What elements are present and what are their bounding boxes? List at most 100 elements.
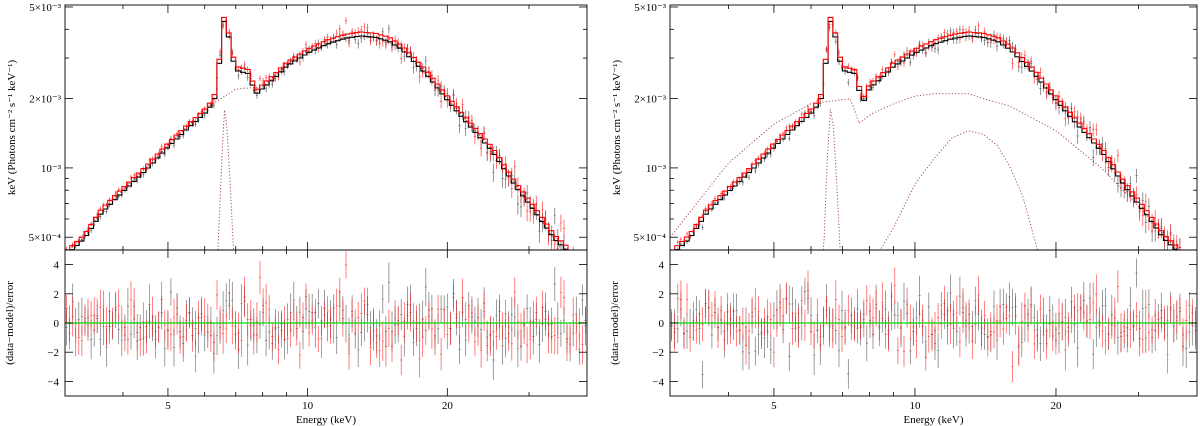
residual-point bbox=[486, 329, 489, 362]
residual-y-tick-label: −2 bbox=[47, 347, 59, 359]
data-point bbox=[1011, 58, 1014, 70]
residual-point bbox=[225, 313, 228, 344]
residual-point bbox=[550, 319, 553, 354]
data-point bbox=[1178, 237, 1181, 250]
residual-point bbox=[946, 292, 949, 330]
residual-point bbox=[584, 307, 587, 334]
residual-y-tick-label: −2 bbox=[652, 347, 664, 359]
residual-point bbox=[872, 298, 875, 338]
residual-point bbox=[729, 306, 732, 344]
residual-point bbox=[859, 312, 862, 340]
data-point bbox=[326, 40, 329, 49]
residual-point bbox=[581, 324, 584, 365]
residual-point bbox=[741, 307, 744, 341]
residual-point bbox=[896, 337, 899, 365]
data-point bbox=[65, 246, 68, 250]
residual-point bbox=[1101, 314, 1104, 348]
residual-point bbox=[971, 324, 974, 359]
residual-point bbox=[1039, 294, 1042, 323]
data-point bbox=[1160, 219, 1163, 239]
residual-point bbox=[850, 311, 853, 340]
residual-point bbox=[813, 321, 816, 349]
data-point bbox=[575, 266, 577, 290]
residual-point bbox=[209, 319, 212, 352]
data-point bbox=[1144, 193, 1147, 210]
residual-point bbox=[123, 318, 126, 352]
data-point bbox=[748, 174, 751, 181]
data-point bbox=[133, 172, 136, 178]
residual-point bbox=[1036, 320, 1039, 352]
residual-point bbox=[751, 297, 754, 328]
data-point bbox=[437, 84, 440, 97]
residual-point bbox=[903, 282, 906, 321]
data-point bbox=[584, 271, 586, 294]
data-point bbox=[1092, 149, 1095, 167]
data-point bbox=[1064, 112, 1067, 126]
data-point bbox=[246, 74, 249, 81]
residual-point bbox=[825, 295, 828, 325]
residual-point bbox=[182, 317, 185, 357]
residual-point bbox=[301, 302, 304, 333]
data-point bbox=[421, 66, 424, 78]
residual-point bbox=[909, 337, 912, 365]
residual-point bbox=[581, 284, 584, 316]
residual-point bbox=[292, 301, 295, 337]
residual-point bbox=[498, 299, 501, 341]
data-point bbox=[387, 34, 390, 45]
residual-point bbox=[464, 301, 467, 337]
data-point bbox=[1191, 273, 1193, 297]
residual-point bbox=[748, 313, 751, 350]
residual-point bbox=[881, 282, 884, 323]
residual-point bbox=[952, 300, 955, 329]
data-point bbox=[723, 195, 726, 201]
data-series-2 bbox=[671, 19, 1190, 294]
residual-point bbox=[126, 288, 129, 324]
data-point bbox=[360, 33, 363, 43]
residual-point bbox=[305, 283, 308, 310]
residual-y-tick-label: 2 bbox=[659, 289, 665, 301]
residual-point bbox=[1092, 339, 1095, 370]
residual-point bbox=[1132, 312, 1135, 342]
residual-point bbox=[130, 281, 133, 319]
data-point bbox=[394, 35, 397, 45]
residual-point bbox=[87, 298, 90, 337]
data-point bbox=[788, 135, 791, 142]
residual-point bbox=[1110, 310, 1113, 339]
residual-point bbox=[424, 267, 427, 307]
residual-point bbox=[231, 307, 234, 345]
residual-y-tick-label: 4 bbox=[659, 260, 665, 272]
model-curve-2 bbox=[65, 16, 569, 250]
residual-point bbox=[673, 313, 676, 351]
residual-point bbox=[1079, 294, 1082, 322]
residual-point bbox=[686, 283, 689, 316]
residual-point bbox=[695, 316, 698, 344]
data-point bbox=[1169, 223, 1172, 243]
residual-point bbox=[197, 300, 200, 335]
residual-point bbox=[701, 307, 704, 342]
residual-point bbox=[117, 289, 120, 322]
data-point bbox=[366, 23, 369, 33]
data-point bbox=[378, 38, 381, 49]
residual-point bbox=[800, 286, 803, 315]
residual-point bbox=[996, 304, 999, 338]
residual-point bbox=[924, 344, 927, 371]
data-point bbox=[1188, 270, 1190, 294]
residual-point bbox=[403, 301, 406, 342]
data-point bbox=[243, 61, 246, 68]
y-tick-label: 10⁻³ bbox=[41, 163, 62, 175]
residual-point bbox=[541, 290, 544, 325]
residual-point bbox=[847, 359, 850, 389]
residual-point bbox=[562, 280, 565, 315]
residual-point bbox=[295, 311, 298, 346]
residual-point bbox=[794, 299, 797, 328]
residual-point bbox=[265, 284, 268, 322]
data-series-2 bbox=[65, 17, 586, 294]
data-point bbox=[501, 170, 504, 188]
residual-point bbox=[477, 306, 479, 346]
residual-point bbox=[437, 294, 440, 324]
chart-panel-left: 5 10 20 5×10⁻⁴ 10⁻³ 2×10⁻³ 5×10⁻³ −4 −2 0 2 4 Energy… bbox=[4, 2, 588, 426]
x-tick-label: 20 bbox=[1050, 400, 1062, 412]
residual-point bbox=[519, 313, 522, 349]
data-point bbox=[440, 81, 443, 93]
residual-point bbox=[1067, 312, 1070, 343]
